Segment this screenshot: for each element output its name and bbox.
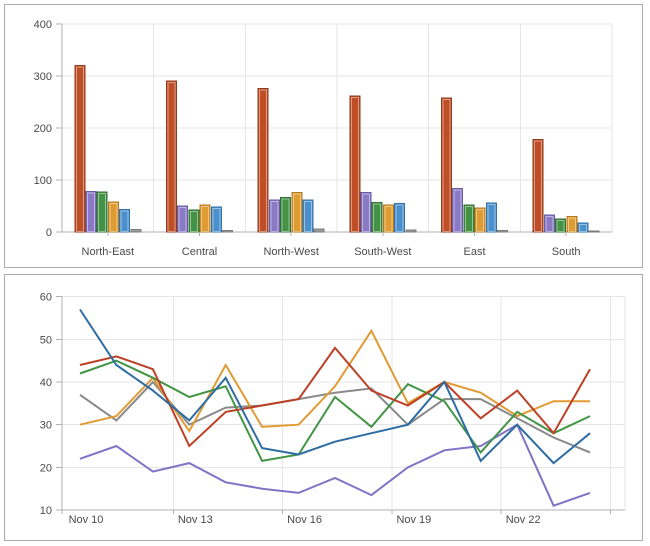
bar-highlight [453,189,462,233]
category-label: North-West [263,246,318,258]
bar-highlight [578,224,587,233]
bar-highlight [212,208,221,232]
bar-purple [543,214,555,233]
bar-highlight [556,220,565,232]
bar-orange [291,191,303,233]
bar-highlight [120,210,129,232]
y-axis-label: 40 [40,377,52,389]
line-chart-panel: 10 20 30 40 50 60 Nov 10 Nov 13 Nov 16 Nov 19 Nov … [4,274,643,541]
line-series-purple [79,423,591,507]
y-axis-label: 10 [40,505,52,517]
y-axis-label: 60 [40,292,52,304]
bar-blue [485,202,497,233]
y-axis-label: 30 [40,420,52,432]
y-axis-label: 20 [40,462,52,474]
bar-gray [497,229,508,233]
category-label: South-West [354,246,411,258]
bar-highlight [534,140,543,232]
bar-highlight [395,204,404,232]
y-axis-label: 100 [34,175,52,187]
y-axis-label: 300 [34,71,52,83]
x-axis-label: Nov 10 [69,514,104,526]
bar-highlight [98,192,107,233]
bar-highlight [292,193,301,232]
bar-highlight [270,200,279,232]
bar-orange [107,201,119,233]
bar-red [74,65,86,233]
y-axis-label: 0 [46,227,52,239]
bar-highlight [281,198,290,232]
x-axis-label: Nov 22 [506,514,541,526]
bar-highlight [87,192,96,233]
bar-purple [85,190,97,233]
bar-red [441,97,452,233]
bar-highlight [75,66,84,232]
category-label: East [463,246,485,258]
x-axis-label: Nov 16 [287,514,322,526]
bar-gray [405,229,417,233]
bar-gray [313,228,325,233]
grouped-bar-chart: 0 100 200 300 400 North-East Central North-West… [34,19,613,258]
bar-highlight [476,209,485,233]
bar-highlight [201,205,210,233]
multi-series-line-chart: 10 20 30 40 50 60 Nov 10 Nov 13 Nov 16 Nov 19 Nov … [40,292,626,526]
bar-green [555,218,567,233]
bar-highlight [350,96,359,233]
bar-orange [474,207,486,233]
bar-orange [382,204,394,233]
bar-green [463,204,475,233]
bar-gray [130,228,142,233]
line-series-green [79,359,591,463]
line-series-blue [79,308,591,465]
bar-highlight [189,211,198,233]
bar-blue [577,222,589,233]
x-axis-label: Nov 19 [396,514,431,526]
bar-gray [588,230,600,233]
bar-purple [268,199,280,233]
y-axis-label: 400 [34,19,52,31]
bar-highlight [259,89,268,233]
category-label: North-East [82,246,135,258]
bar-highlight [303,200,312,232]
y-axis-label: 50 [40,334,52,346]
bar-red [166,80,177,233]
bar-red [349,95,361,233]
bar-gray [222,229,233,233]
bar-purple [360,191,372,233]
bar-orange [566,215,578,233]
bar-highlight [567,217,576,232]
bar-purple [452,187,464,233]
bar-red [532,138,544,233]
line-series-red [79,346,591,448]
x-axis-label: Nov 13 [178,514,213,526]
bar-highlight [109,202,118,232]
category-label: Central [182,246,217,258]
bar-red [257,87,269,233]
bar-highlight [362,193,371,232]
bar-highlight [373,203,382,232]
bar-green [371,201,383,233]
bar-purple [177,205,189,233]
y-axis-label: 200 [34,123,52,135]
bar-highlight [487,203,496,233]
bar-blue [394,202,406,233]
bar-blue [210,206,222,233]
bar-highlight [464,205,473,233]
bar-blue [119,209,131,233]
bar-highlight [384,205,393,233]
bar-highlight [178,207,187,232]
bar-green [96,191,108,233]
bar-highlight [167,82,176,232]
bar-chart-panel: 0 100 200 300 400 North-East Central North-West… [4,4,643,268]
bar-green [188,209,200,233]
category-label: South [552,246,581,258]
bar-highlight [545,215,554,232]
bar-orange [199,204,211,233]
bar-green [280,197,292,233]
bar-highlight [442,98,451,232]
bar-blue [302,199,314,233]
